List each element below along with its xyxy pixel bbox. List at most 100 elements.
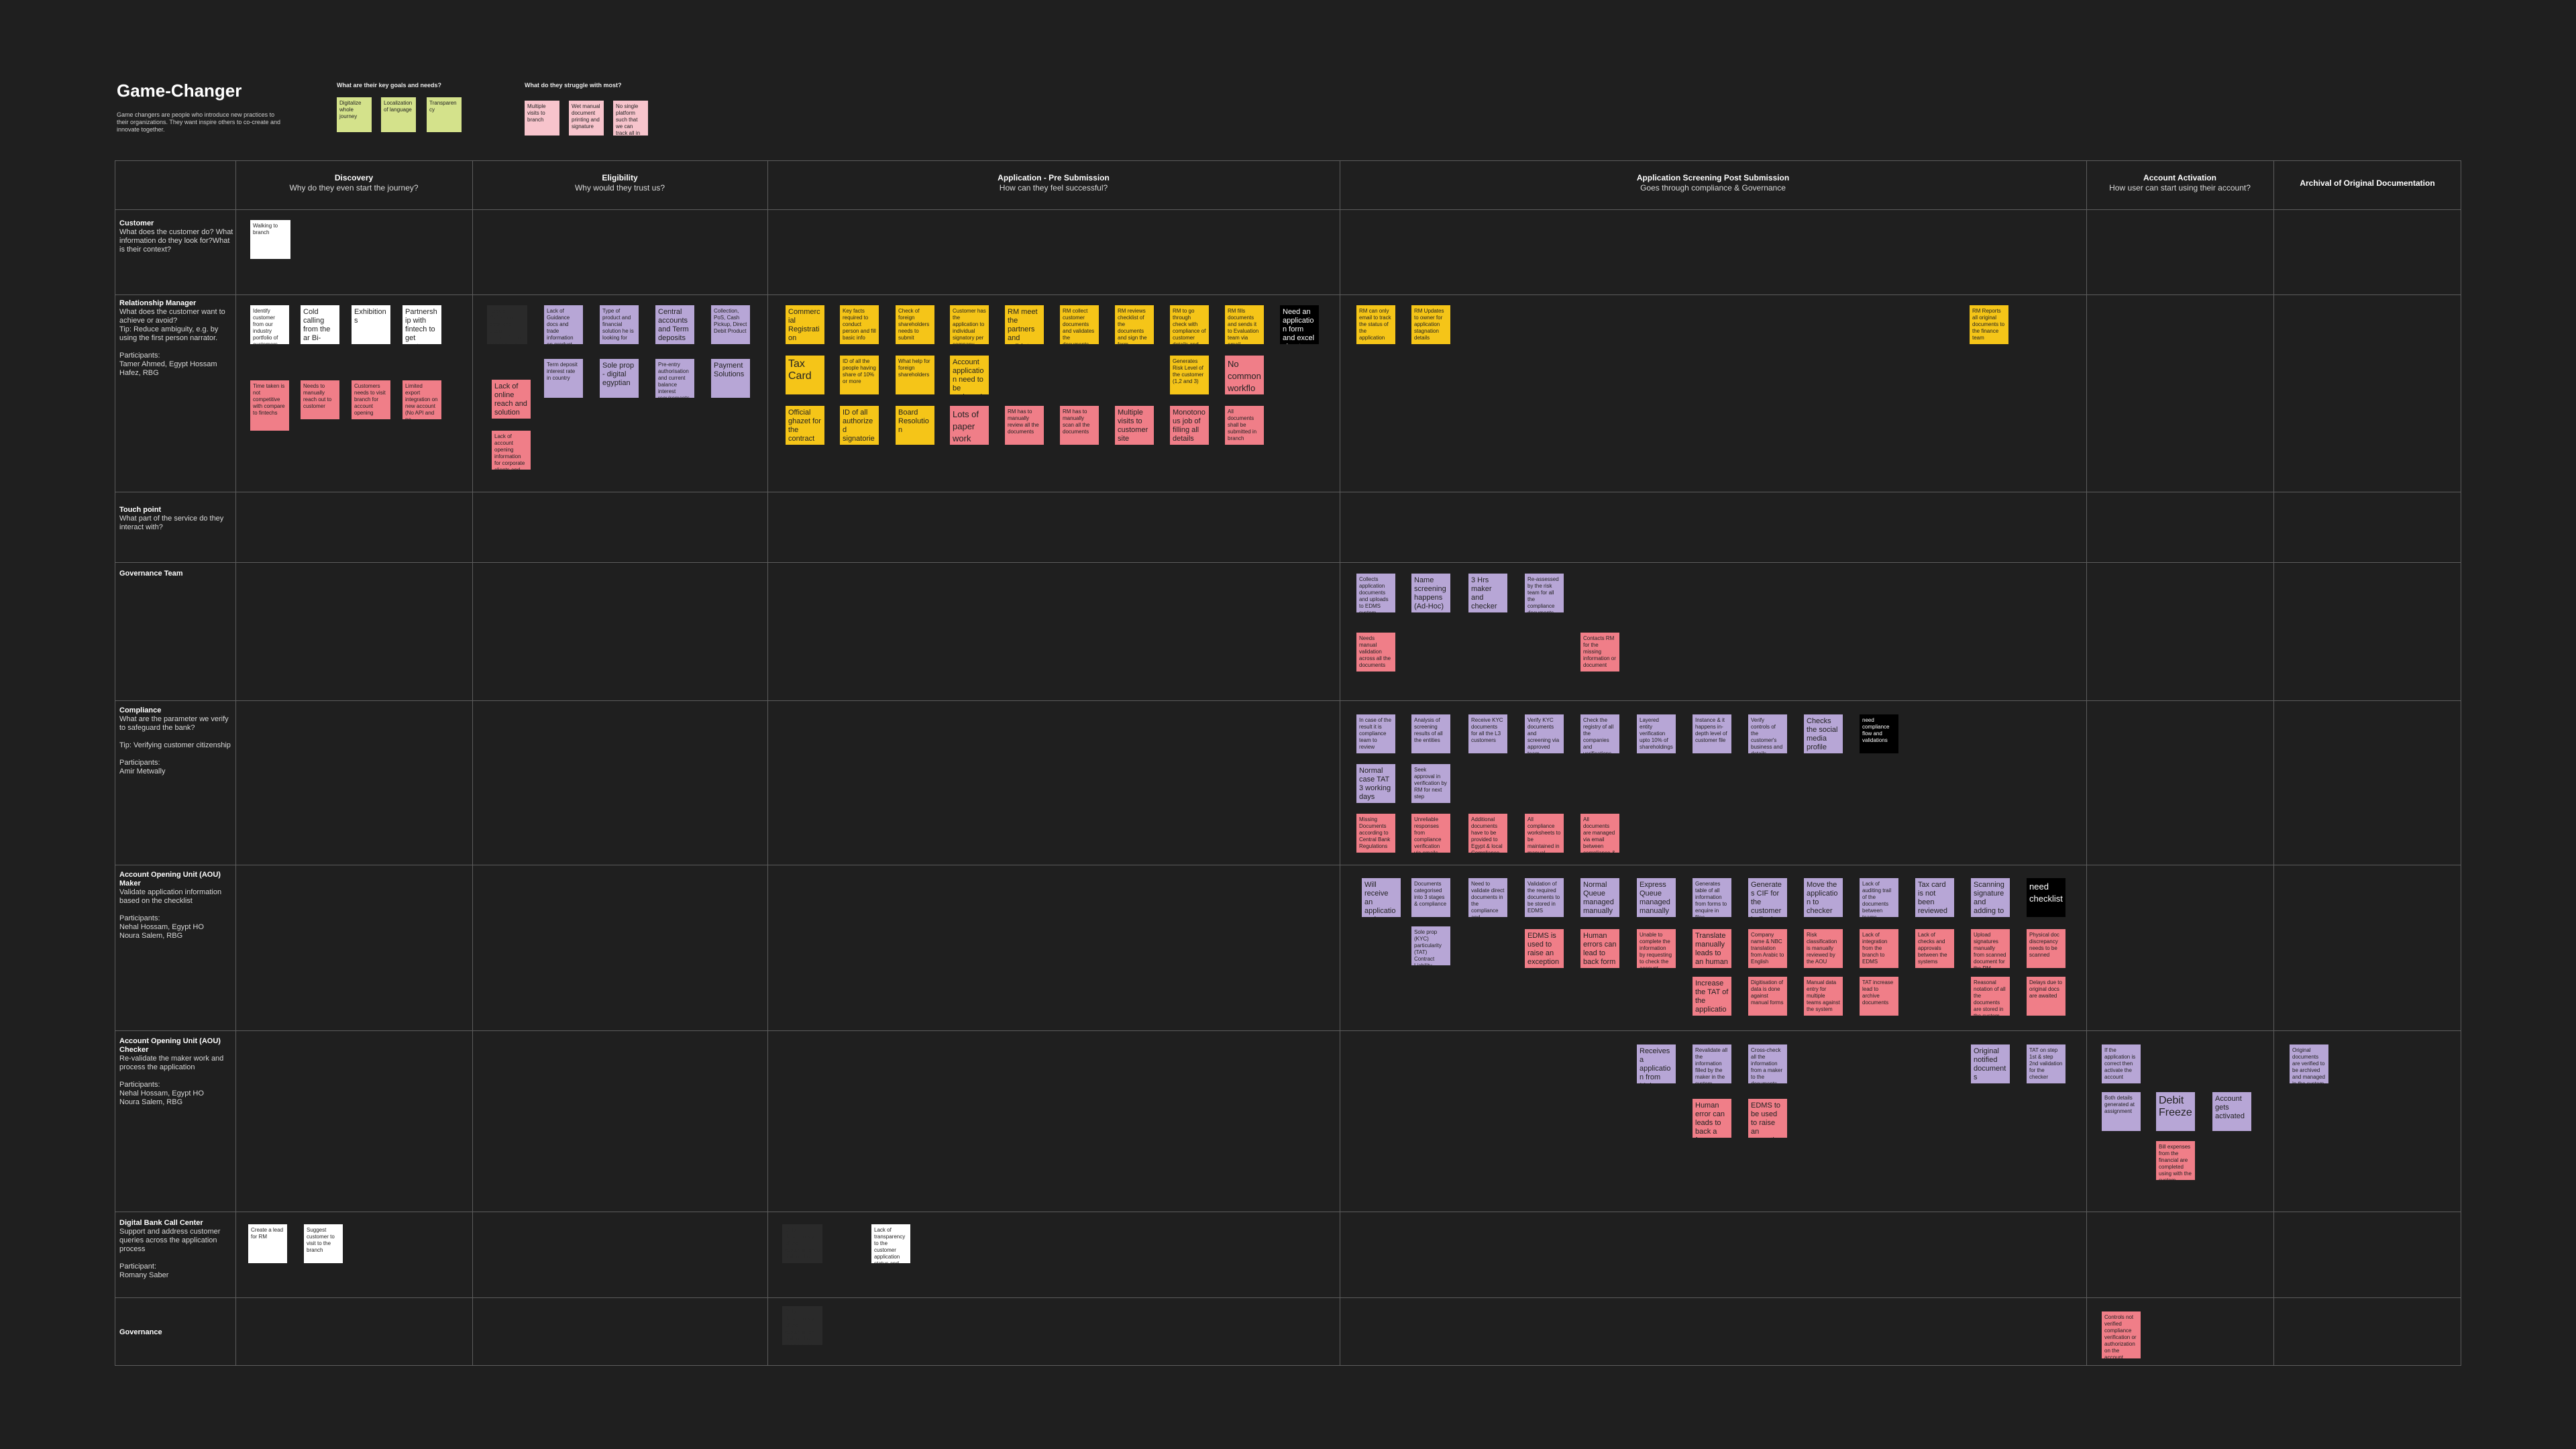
sticky-note[interactable]: Both details generated at assignment [2102, 1092, 2141, 1131]
sticky-note[interactable]: RM has to manually scan all the document… [1060, 406, 1099, 445]
sticky-note[interactable]: Lack of transparency to the customer app… [871, 1224, 910, 1263]
sticky-note[interactable]: Increase the TAT of the application [1693, 977, 1731, 1016]
sticky-note[interactable]: Original documents are verified to be ar… [2290, 1044, 2328, 1083]
sticky-note[interactable]: Payment Solutions [711, 359, 750, 398]
sticky-note[interactable]: Cross-check all the information from a m… [1748, 1044, 1787, 1083]
sticky-note[interactable]: Additional documents have to be provided… [1468, 814, 1507, 853]
sticky-note[interactable]: ID of all authorized signatories [840, 406, 879, 445]
sticky-note[interactable]: Instance & it happens in-depth level of … [1693, 714, 1731, 753]
sticky-note[interactable]: Check the registry of all the companies … [1580, 714, 1619, 753]
sticky-note[interactable]: In case of the result it is compliance t… [1356, 714, 1395, 753]
sticky-note[interactable]: Generates CIF for the customer in Fexi [1748, 878, 1787, 917]
sticky-note[interactable]: Name screening happens (Ad-Hoc) [1411, 574, 1450, 612]
sticky-note[interactable]: Seek approval in verification by RM for … [1411, 764, 1450, 803]
sticky-note[interactable]: RM has to manually review all the docume… [1005, 406, 1044, 445]
sticky-note[interactable]: Will receive an application via EDMS [1362, 878, 1401, 917]
sticky-note[interactable]: Checks the social media profile [1804, 714, 1843, 753]
sticky-note[interactable]: need checklist [2027, 878, 2065, 917]
sticky-note[interactable]: Translate manually leads to an human err… [1693, 929, 1731, 968]
sticky-note[interactable]: Wet manual document printing and signatu… [569, 101, 604, 136]
sticky-note[interactable]: Key facts required to conduct person and… [840, 305, 879, 344]
sticky-note[interactable]: Express Queue managed manually [1637, 878, 1676, 917]
sticky-note[interactable]: Receives a application from Maker [1637, 1044, 1676, 1083]
sticky-note[interactable]: Central accounts and Term deposits [655, 305, 694, 344]
sticky-note[interactable]: Multiple visits to customer site [1115, 406, 1154, 445]
sticky-note[interactable]: Human error can leads to back a form [1693, 1099, 1731, 1138]
sticky-note[interactable]: Limited export integration on new accoun… [402, 380, 441, 419]
sticky-note[interactable]: RM fills documents and sends it to Evalu… [1225, 305, 1264, 344]
sticky-note[interactable]: Walking to branch [250, 220, 290, 259]
sticky-note[interactable]: RM collect customer documents and valida… [1060, 305, 1099, 344]
sticky-note[interactable]: Debit Freeze [2156, 1092, 2195, 1131]
sticky-note[interactable]: Sole prop (KYC) particularity (TAT) Cont… [1411, 926, 1450, 965]
sticky-note[interactable]: Re-assessed by the risk team for all the… [1525, 574, 1564, 612]
sticky-note[interactable]: Digitisation of data is done against man… [1748, 977, 1787, 1016]
sticky-note[interactable]: Risk classification is manually reviewed… [1804, 929, 1843, 968]
sticky-note[interactable]: ID of all the people having share of 10%… [840, 356, 879, 394]
sticky-note[interactable]: All compliance worksheets to be maintain… [1525, 814, 1564, 853]
sticky-note[interactable]: Controls not verified compliance verific… [2102, 1311, 2141, 1358]
sticky-note[interactable]: Human errors can lead to back form [1580, 929, 1619, 968]
sticky-note[interactable]: Identify customer from our industry port… [250, 305, 289, 344]
sticky-note[interactable]: Digitalize whole journey [337, 97, 372, 132]
sticky-note[interactable]: Transparency [427, 97, 462, 132]
sticky-note[interactable]: All documents shall be submitted in bran… [1225, 406, 1264, 445]
sticky-note[interactable]: Lack of auditing trail of the documents … [1860, 878, 1898, 917]
sticky-note[interactable]: Lots of paper work [950, 406, 989, 445]
sticky-note[interactable]: RM to go through check with compliance o… [1170, 305, 1209, 344]
sticky-note[interactable]: RM Updates to owner for application stag… [1411, 305, 1450, 344]
sticky-note[interactable]: Multiple visits to branch [525, 101, 559, 136]
sticky-note[interactable]: Account gets activated [2212, 1092, 2251, 1131]
sticky-note[interactable]: Official ghazet for the contract [786, 406, 824, 445]
sticky-note[interactable]: Analysis of screening results of all the… [1411, 714, 1450, 753]
sticky-note[interactable]: Need an application form and excel sheet [1280, 305, 1319, 344]
sticky-note[interactable]: Time taken is not competitive with compa… [250, 380, 289, 431]
sticky-note[interactable]: All documents are managed via email betw… [1580, 814, 1619, 853]
sticky-note[interactable]: Monotonous job of filling all details [1170, 406, 1209, 445]
sticky-note[interactable]: Lack of Guidance docs and trade informat… [487, 305, 527, 344]
sticky-note[interactable]: Manual data entry for multiple teams aga… [1804, 977, 1843, 1016]
sticky-note[interactable]: Only dependency of the customer on RM fo… [782, 1306, 822, 1345]
sticky-note[interactable]: Cold calling from the ar Bi-mers source [301, 305, 339, 344]
sticky-note[interactable]: TAT increase lead to archive documents [1860, 977, 1898, 1016]
sticky-note[interactable]: Collection, PoS, Cash Pickup, Direct Deb… [711, 305, 750, 344]
sticky-note[interactable]: Lack of Guidance docs and trade informat… [544, 305, 583, 344]
sticky-note[interactable]: RM reviews checklist of the documents an… [1115, 305, 1154, 344]
sticky-note[interactable]: Documents categorised into 3 stages & co… [1411, 878, 1450, 917]
sticky-note[interactable]: Unreliable responses from compliance ver… [1411, 814, 1450, 853]
sticky-note[interactable]: Verify KYC documents and screening via a… [1525, 714, 1564, 753]
sticky-note[interactable]: Normal case TAT 3 working days [1356, 764, 1395, 803]
sticky-note[interactable]: Scanning signature and adding to system [1971, 878, 2010, 917]
sticky-note[interactable]: Board Resolution [896, 406, 934, 445]
sticky-note[interactable]: need compliance flow and validations [1860, 714, 1898, 753]
sticky-note[interactable]: Physical doc discrepancy needs to be sca… [2027, 929, 2065, 968]
sticky-note[interactable]: Create a lead for RM [248, 1224, 287, 1263]
sticky-note[interactable]: TAT on step 1st & step 2nd validation fo… [2027, 1044, 2065, 1083]
sticky-note[interactable]: RM can only email to track the status of… [1356, 305, 1395, 344]
sticky-note[interactable]: Pre-entry authorisation and current bala… [655, 359, 694, 398]
sticky-note[interactable]: Type of product and financial solution h… [600, 305, 639, 344]
sticky-note[interactable]: Account application need to be reviewed [950, 356, 989, 394]
sticky-note[interactable]: Only dependency of the customer on RM fo… [782, 1224, 822, 1263]
sticky-note[interactable]: Verify controls of the customer's busine… [1748, 714, 1787, 753]
sticky-note[interactable]: What help for foreign shareholders [896, 356, 934, 394]
sticky-note[interactable]: If the application is correct then activ… [2102, 1044, 2141, 1083]
sticky-note[interactable]: No single platform such that we can trac… [613, 101, 648, 136]
sticky-note[interactable]: Tax card is not been reviewed [1915, 878, 1954, 917]
sticky-note[interactable]: Lack of integration from the branch to E… [1860, 929, 1898, 968]
sticky-note[interactable]: EDMS to be used to raise an exception [1748, 1099, 1787, 1138]
sticky-note[interactable]: Lack of online reach and solution [492, 380, 531, 419]
sticky-note[interactable]: Reasonal notation of all the documents a… [1971, 977, 2010, 1016]
sticky-note[interactable]: Move the application to checker [1804, 878, 1843, 917]
sticky-note[interactable]: Missing Documents according to Central B… [1356, 814, 1395, 853]
sticky-note[interactable]: Needs manual validation across all the d… [1356, 633, 1395, 672]
sticky-note[interactable]: Customers needs to visit branch for acco… [352, 380, 390, 419]
sticky-note[interactable]: Sole prop ‑ digital egyptian [600, 359, 639, 398]
sticky-note[interactable]: 3 Hrs maker and checker process [1468, 574, 1507, 612]
sticky-note[interactable]: Validation of the required documents to … [1525, 878, 1564, 917]
sticky-note[interactable]: Tax Card [786, 356, 824, 394]
sticky-note[interactable]: Delays due to original docs are awaited [2027, 977, 2065, 1016]
sticky-note[interactable]: No common workflow [1225, 356, 1264, 394]
sticky-note[interactable]: Bill expenses from the financial are com… [2156, 1141, 2195, 1180]
sticky-note[interactable]: Collects application documents and uploa… [1356, 574, 1395, 612]
